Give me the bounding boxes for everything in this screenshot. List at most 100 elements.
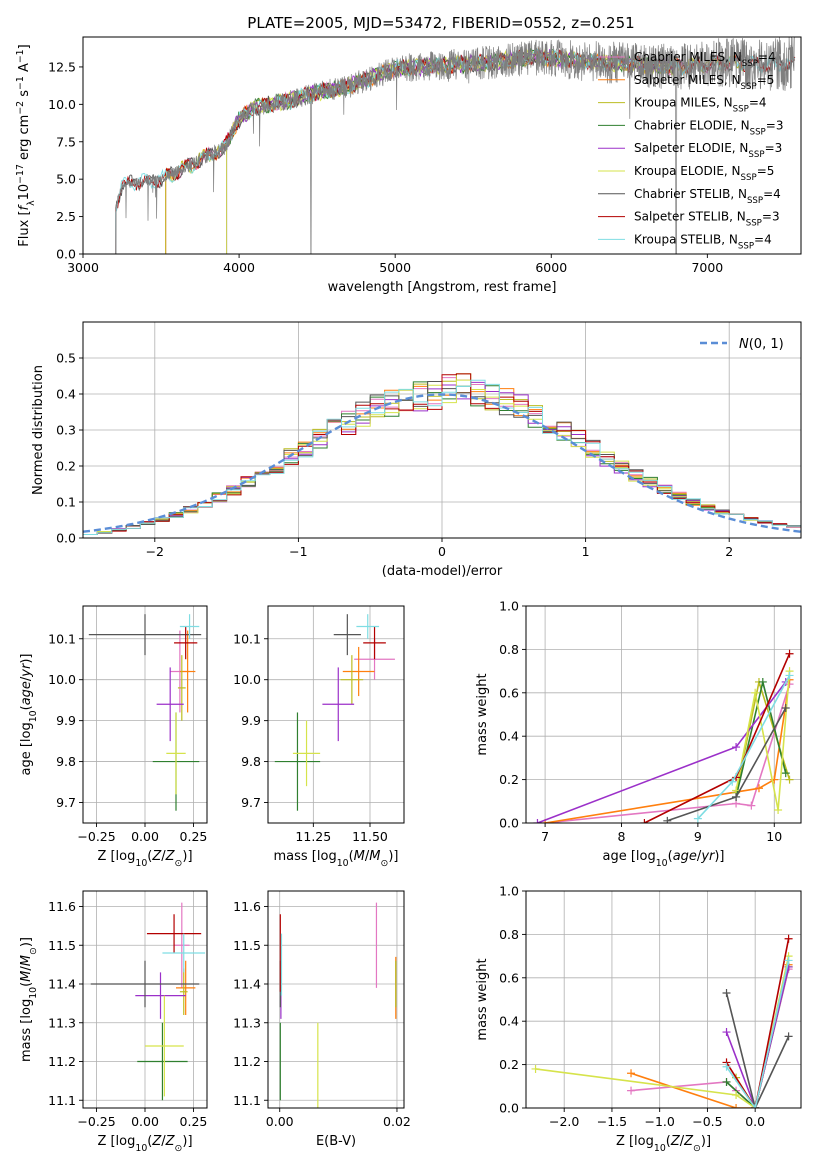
weight_vs_Z-panel: −2.0 −1.5 −1.0 −0.5 0.0 0.0 0.2 0.4 0.6 0.8 1.0 Z [… bbox=[475, 884, 802, 1154]
mass_vs_ebv-xtick-label: 0.02 bbox=[383, 1114, 411, 1129]
spectrum-panel: 3000 4000 5000 6000 7000 0.0 2.5 5.0 7.5 10.0 12.5… bbox=[15, 36, 802, 295]
residual-hist-7 bbox=[83, 373, 801, 538]
age_vs_Z-ytick-label: 9.8 bbox=[56, 754, 76, 769]
spectrum-ytick-label: 0.0 bbox=[56, 247, 76, 262]
mass_vs_ebv-plot-area bbox=[279, 902, 397, 1108]
residuals-ytick-label: 0.4 bbox=[56, 387, 76, 402]
residuals-xtick-label: 0 bbox=[438, 544, 446, 559]
weight_vs_age-marker-6-1 bbox=[732, 792, 741, 801]
residuals-ytick-label: 0.3 bbox=[56, 423, 76, 438]
weight_vs_age-marker-8-0 bbox=[693, 814, 702, 823]
spectrum-ytick-label: 7.5 bbox=[56, 134, 76, 149]
weight_vs_Z-xtick-label: −0.5 bbox=[692, 1114, 722, 1129]
weight_vs_Z-series-4 bbox=[725, 966, 790, 1108]
weight_vs_Z-marker-8-0 bbox=[722, 1062, 731, 1071]
residuals-xtick-label: 1 bbox=[582, 544, 590, 559]
weight_vs_Z-marker-3-0 bbox=[722, 1077, 731, 1086]
age_vs_mass-ytick-label: 10.0 bbox=[233, 672, 261, 687]
age_vs_mass-xlabel: mass [log10(M/M⊙)] bbox=[274, 849, 399, 869]
spectrum-ytick-label: 12.5 bbox=[48, 59, 76, 74]
age_vs_mass-ytick-label: 9.8 bbox=[241, 754, 261, 769]
mass_vs_Z-xlabel: Z [log10(Z/Z⊙)] bbox=[97, 1134, 192, 1154]
spectrum-legend-label-2: Kroupa MILES, NSSP=4 bbox=[634, 96, 767, 115]
weight_vs_age-ytick-label: 0.0 bbox=[499, 816, 519, 831]
weight_vs_Z-ytick-label: 1.0 bbox=[499, 884, 519, 899]
weight_vs_Z-xtick-label: −1.5 bbox=[597, 1114, 627, 1129]
weight_vs_Z-xtick-label: −2.0 bbox=[549, 1114, 579, 1129]
weight_vs_age-xtick-label: 8 bbox=[618, 829, 626, 844]
weight_vs_age-series-1 bbox=[544, 679, 791, 823]
weight_vs_age-ytick-label: 1.0 bbox=[499, 599, 519, 614]
spectrum-xtick-label: 3000 bbox=[67, 260, 99, 275]
residuals-xlabel: (data-model)/error bbox=[382, 564, 503, 579]
age_vs_Z-plot-area bbox=[88, 614, 202, 811]
mass_vs_ebv-ytick-label: 11.2 bbox=[233, 1054, 261, 1069]
mass_vs_ebv-ytick-label: 11.3 bbox=[233, 1015, 261, 1030]
spectrum-xtick-label: 4000 bbox=[223, 260, 255, 275]
figure-title: PLATE=2005, MJD=53472, FIBERID=0552, z=0… bbox=[247, 14, 634, 32]
weight_vs_Z-ylabel: mass weight bbox=[475, 958, 490, 1040]
weight_vs_Z-xtick-label: 0.0 bbox=[745, 1114, 765, 1129]
weight_vs_age-ytick-label: 0.2 bbox=[499, 772, 519, 787]
weight_vs_age-marker-6-0 bbox=[663, 816, 672, 823]
spectrum-plot-area bbox=[115, 37, 796, 254]
age_vs_Z-ytick-label: 10.1 bbox=[48, 631, 76, 646]
weight_vs_Z-ytick-label: 0.4 bbox=[499, 1014, 519, 1029]
weight_vs_age-xtick-label: 7 bbox=[541, 829, 549, 844]
weight_vs_age-marker-4-0 bbox=[533, 819, 542, 823]
residuals-ytick-label: 0.0 bbox=[56, 531, 76, 546]
spectrum-model-7 bbox=[115, 48, 796, 254]
mass_vs_ebv-panel: 0.00 0.02 11.1 11.2 11.3 11.4 11.5 11.6 E(B-V) bbox=[233, 890, 411, 1149]
weight_vs_Z-marker-1-0 bbox=[627, 1069, 636, 1078]
mass_vs_ebv-frame bbox=[267, 890, 405, 1109]
weight_vs_age-marker-3-2 bbox=[781, 769, 790, 778]
weight_vs_Z-marker-5-0 bbox=[531, 1064, 540, 1073]
mass_vs_Z-xtick-label: 0.00 bbox=[131, 1114, 159, 1129]
weight_vs_age-panel: 7 8 9 10 0.0 0.2 0.4 0.6 0.8 1.0 age [log10(age/yr… bbox=[475, 599, 802, 869]
spectrum-legend-label-5: Kroupa ELODIE, NSSP=5 bbox=[634, 164, 774, 183]
mass_vs_Z-ytick-label: 11.2 bbox=[48, 1054, 76, 1069]
age_vs_mass-ytick-label: 9.9 bbox=[241, 713, 261, 728]
residual-hist-8 bbox=[83, 379, 801, 538]
spectrum-legend-label-3: Chabrier ELODIE, NSSP=3 bbox=[634, 118, 783, 137]
weight_vs_Z-marker-1-1 bbox=[732, 1104, 741, 1108]
residual-legend-label: N(0, 1) bbox=[739, 337, 784, 352]
weight_vs_Z-ytick-label: 0.2 bbox=[499, 1057, 519, 1072]
spectrum-legend-label-1: Salpeter MILES, NSSP=5 bbox=[634, 73, 774, 92]
weight_vs_Z-marker-8-2 bbox=[784, 956, 793, 965]
weight_vs_Z-marker-5-1 bbox=[732, 1090, 741, 1099]
residual-legend: N(0, 1) bbox=[700, 337, 784, 352]
weight_vs_age-marker-7-2 bbox=[785, 649, 794, 658]
weight_vs_Z-xlabel: Z [log10(Z/Z⊙)] bbox=[616, 1134, 711, 1154]
residuals-ytick-label: 0.2 bbox=[56, 459, 76, 474]
mass_vs_Z-ylabel: mass [log10(M/M⊙)] bbox=[19, 937, 39, 1062]
spectrum-frame bbox=[82, 36, 802, 255]
age_vs_mass-panel: 11.25 11.50 9.7 9.8 9.9 10.0 10.1 mass [log10(M… bbox=[233, 605, 405, 869]
age_vs_mass-ytick-label: 10.1 bbox=[233, 631, 261, 646]
weight_vs_Z-xtick-label: −1.0 bbox=[645, 1114, 675, 1129]
weight_vs_age-marker-7-0 bbox=[640, 819, 649, 823]
weight_vs_age-series-0 bbox=[545, 683, 791, 823]
mass_vs_ebv-xtick-label: 0.00 bbox=[266, 1114, 294, 1129]
age_vs_mass-plot-area bbox=[274, 614, 395, 811]
weight_vs_age-marker-6-2 bbox=[781, 703, 790, 712]
normal-curve bbox=[83, 393, 801, 533]
weight_vs_age-plot-area bbox=[533, 649, 794, 823]
spectrum-xtick-label: 5000 bbox=[379, 260, 411, 275]
residuals-plot-area bbox=[83, 373, 801, 538]
weight_vs_Z-marker-6-2 bbox=[784, 1032, 793, 1041]
weight_vs_Z-series-7 bbox=[725, 938, 790, 1108]
weight_vs_Z-ytick-label: 0.6 bbox=[499, 970, 519, 985]
spectrum-legend-label-0: Chabrier MILES, NSSP=4 bbox=[634, 50, 776, 69]
spectrum-ylabel: Flux [fλ10−17 erg cm−2 s−1 A−1] bbox=[15, 44, 37, 246]
weight_vs_age-marker-1-1 bbox=[754, 784, 763, 793]
weight_vs_Z-frame bbox=[525, 890, 802, 1109]
weight_vs_age-frame bbox=[525, 605, 802, 824]
residuals-ytick-label: 0.5 bbox=[56, 351, 76, 366]
mass_vs_Z-ytick-label: 11.3 bbox=[48, 1015, 76, 1030]
spectrum-xtick-label: 6000 bbox=[535, 260, 567, 275]
residuals-xtick-label: 2 bbox=[725, 544, 733, 559]
spectrum-data-line bbox=[115, 37, 795, 254]
mass_vs_Z-ytick-label: 11.6 bbox=[48, 899, 76, 914]
